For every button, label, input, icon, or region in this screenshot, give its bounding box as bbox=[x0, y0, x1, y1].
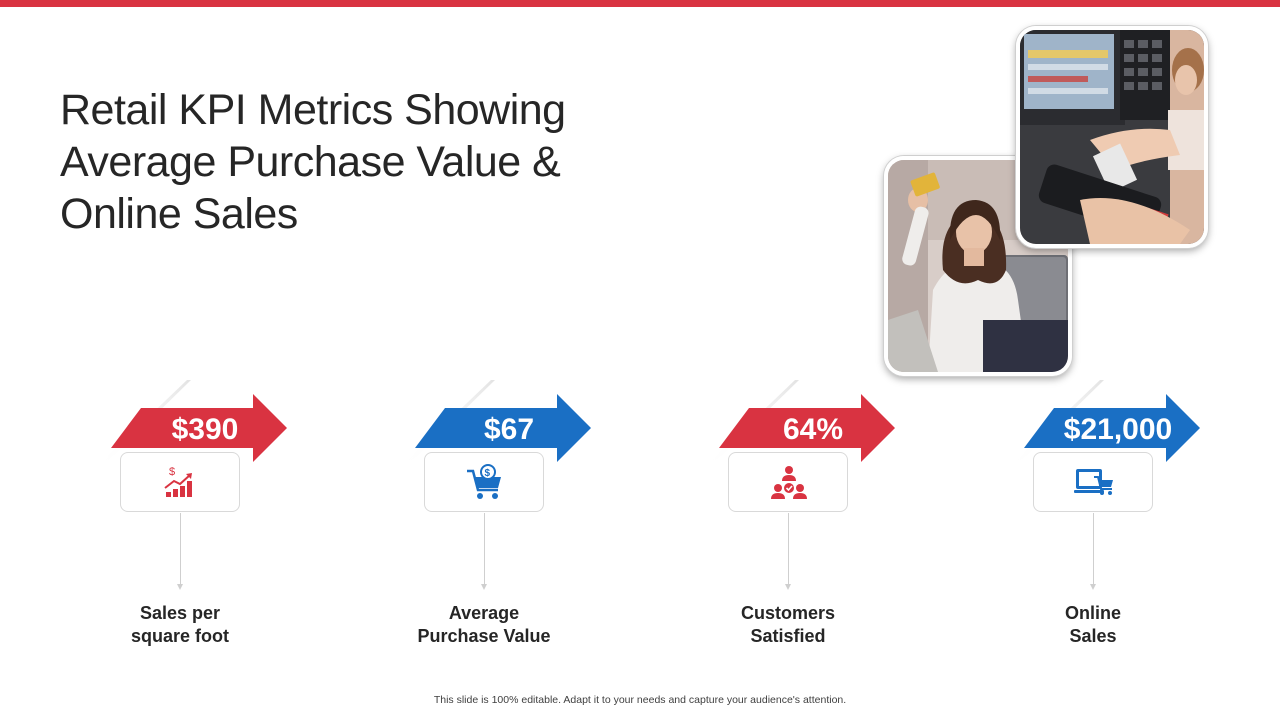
kpi-value: $390 bbox=[171, 413, 239, 446]
kpi-card-average-purchase-value: $67 $ Average Purchase Value bbox=[399, 380, 599, 660]
kpi-label-line-1: Customers bbox=[740, 603, 836, 623]
kpi-value: $21,000 bbox=[1063, 413, 1173, 446]
kpi-value: 64% bbox=[782, 413, 844, 446]
kpi-card-sales-per-square-foot: $390 $ Sales per square foot bbox=[95, 380, 295, 660]
kpi-label-line-2: Purchase Value bbox=[417, 626, 551, 646]
kpi-label-line-1: Online bbox=[1064, 603, 1121, 623]
slide-title: Retail KPI Metrics Showing Average Purch… bbox=[60, 84, 700, 240]
value-arrow-banner bbox=[719, 394, 895, 462]
shopping-cart-dollar-icon: $ bbox=[467, 464, 501, 499]
icon-box: $ bbox=[120, 452, 240, 512]
kpi-value: $67 bbox=[483, 413, 535, 446]
connector-line bbox=[484, 513, 485, 585]
kpi-label-line-2: square foot bbox=[130, 626, 229, 646]
connector-line bbox=[788, 513, 789, 585]
title-line-3: Online Sales bbox=[60, 190, 298, 238]
online-shopping-icon bbox=[1074, 469, 1113, 495]
connector-line bbox=[180, 513, 181, 585]
connector-line bbox=[1093, 513, 1094, 585]
kpi-card-customers-satisfied: 64% Customers Satisfied bbox=[703, 380, 903, 660]
connector-arrowhead bbox=[177, 584, 183, 590]
title-line-1: Retail KPI Metrics Showing bbox=[60, 86, 566, 134]
connector-arrowhead bbox=[481, 584, 487, 590]
svg-text:$: $ bbox=[169, 466, 175, 478]
value-arrow-banner bbox=[111, 394, 287, 462]
value-arrow-banner bbox=[1024, 394, 1200, 462]
kpi-label-line-2: Satisfied bbox=[750, 626, 826, 646]
top-accent-bar bbox=[0, 0, 1280, 7]
icon-box: $ bbox=[424, 452, 544, 512]
customer-satisfaction-icon bbox=[771, 466, 807, 499]
kpi-label: Average Purchase Value bbox=[384, 602, 584, 648]
title-line-2: Average Purchase Value & bbox=[60, 138, 561, 186]
sales-growth-icon: $ bbox=[164, 466, 192, 497]
connector-arrowhead bbox=[785, 584, 791, 590]
kpi-label: Sales per square foot bbox=[80, 602, 280, 648]
value-arrow-banner bbox=[415, 394, 591, 462]
kpi-label: Online Sales bbox=[993, 602, 1193, 648]
shopper-with-card-photo bbox=[884, 156, 1072, 376]
footer-note: This slide is 100% editable. Adapt it to… bbox=[433, 694, 847, 706]
kpi-label-line-1: Sales per bbox=[139, 603, 221, 623]
kpi-label-line-1: Average bbox=[448, 603, 520, 623]
pos-card-payment-photo bbox=[1016, 26, 1208, 248]
icon-box bbox=[1033, 452, 1153, 512]
kpi-card-online-sales: $21,000 Online Sales bbox=[1008, 380, 1208, 660]
svg-text:$: $ bbox=[485, 468, 491, 479]
kpi-label-line-2: Sales bbox=[1069, 626, 1117, 646]
kpi-label: Customers Satisfied bbox=[688, 602, 888, 648]
connector-arrowhead bbox=[1090, 584, 1096, 590]
icon-box bbox=[728, 452, 848, 512]
